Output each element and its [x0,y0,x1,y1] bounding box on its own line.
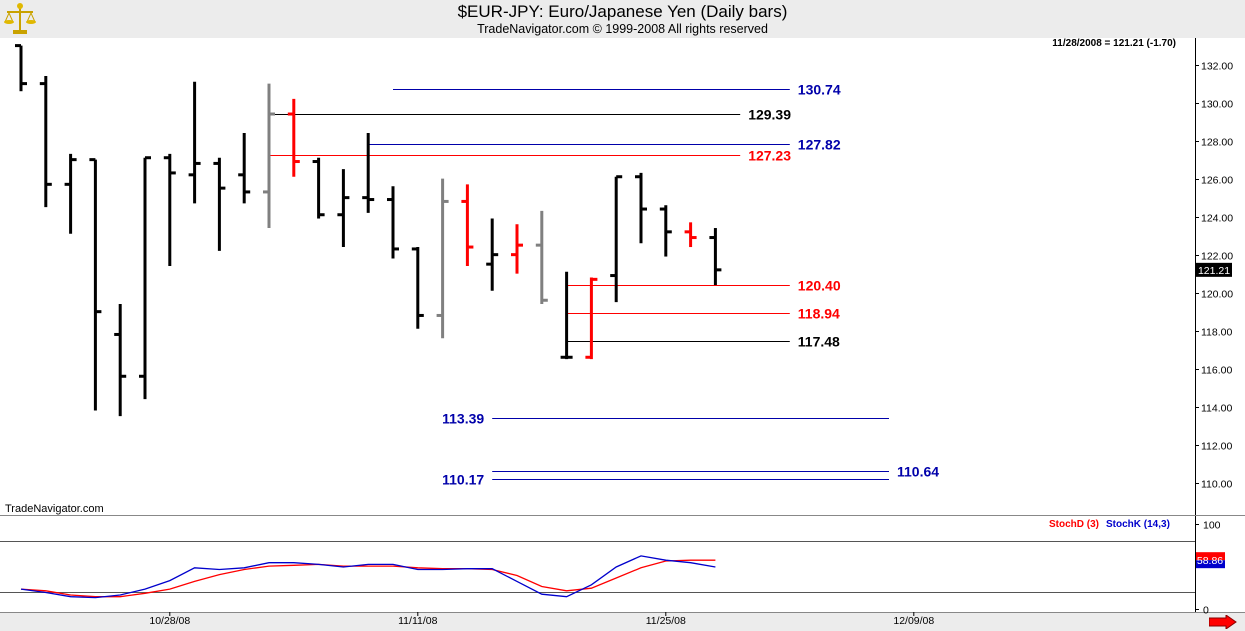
price-y-tick-label: 114.00 [1201,403,1232,415]
chart-subtitle: TradeNavigator.com © 1999-2008 All right… [477,22,768,36]
price-y-tick-label: 120.00 [1201,289,1233,301]
level-label: 127.82 [798,137,841,153]
stoch-d-line [20,559,716,598]
last-price-label: 121.21 [1198,265,1230,277]
level-label: 118.94 [798,306,840,322]
price-y-tick-label: 112.00 [1201,441,1232,453]
level-label: 113.39 [442,411,484,427]
legend-stoch-d: StochD (3) [1049,519,1099,530]
right-arrow-icon[interactable] [1209,615,1237,629]
level-label: 117.48 [798,334,840,350]
last-price-marker [1196,262,1232,277]
stoch-last-marker-top [1196,552,1225,561]
stoch-y-tick-label: 0 [1203,605,1209,617]
level-label: 110.17 [442,472,484,488]
stoch-plot-area [0,516,1195,612]
stoch-last-label: 58.86 [1197,555,1223,567]
chart-title: $EUR-JPY: Euro/Japanese Yen (Daily bars) [457,2,788,21]
x-tick-label: 10/28/08 [149,615,190,627]
x-tick-label: 11/25/08 [646,615,686,627]
x-tick-label: 11/11/08 [398,615,437,627]
price-y-tick-label: 110.00 [1201,479,1232,491]
level-label: 130.74 [798,82,841,98]
legend-stoch-k: StochK (14,3) [1106,519,1170,530]
level-label: 127.23 [748,148,791,164]
price-plot-area [0,38,1195,515]
price-y-tick-label: 132.00 [1201,61,1233,73]
last-quote: 11/28/2008 = 121.21 (-1.70) [1052,38,1176,49]
stoch-k-line [20,555,716,599]
price-y-tick-label: 118.00 [1201,327,1232,339]
price-y-tick-label: 116.00 [1201,365,1232,377]
price-y-tick-label: 128.00 [1201,137,1233,149]
price-y-tick-label: 122.00 [1201,251,1233,263]
watermark: TradeNavigator.com [5,503,104,515]
price-y-tick-label: 124.00 [1201,213,1233,225]
stoch-last-marker-bottom [1196,560,1225,569]
chart-header: $EUR-JPY: Euro/Japanese Yen (Daily bars)… [0,0,1245,38]
stoch-y-tick-label: 100 [1203,520,1221,532]
scales-logo-icon [4,3,36,34]
price-y-tick-label: 126.00 [1201,175,1233,187]
level-label: 129.39 [748,107,791,123]
x-tick-label: 12/09/08 [893,615,934,627]
price-y-tick-label: 130.00 [1201,99,1233,111]
level-label: 110.64 [897,464,939,480]
level-label: 120.40 [798,278,841,294]
